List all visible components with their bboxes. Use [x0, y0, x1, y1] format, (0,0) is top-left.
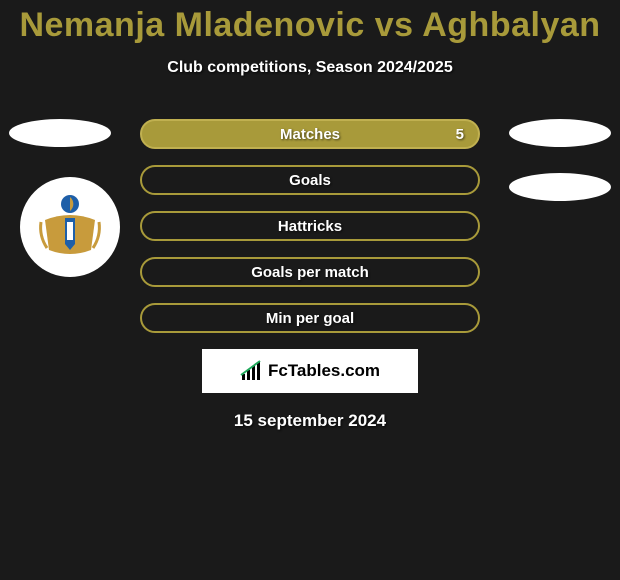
stat-value: 5	[456, 126, 464, 143]
stat-row-hattricks: Hattricks	[140, 211, 480, 241]
stat-label: Min per goal	[266, 310, 354, 327]
bar-chart-icon	[240, 360, 262, 382]
placeholder-ellipse-left-top	[9, 119, 111, 147]
comparison-title: Nemanja Mladenovic vs Aghbalyan	[0, 0, 620, 45]
subtitle: Club competitions, Season 2024/2025	[0, 59, 620, 77]
stats-list: Matches 5 Goals Hattricks Goals per matc…	[140, 119, 480, 333]
source-logo-text: FcTables.com	[268, 361, 380, 381]
stat-row-min-per-goal: Min per goal	[140, 303, 480, 333]
source-logo: FcTables.com	[240, 360, 380, 382]
source-logo-box: FcTables.com	[202, 349, 418, 393]
date-label: 15 september 2024	[0, 411, 620, 431]
placeholder-ellipse-right-top	[509, 119, 611, 147]
title-text: Nemanja Mladenovic vs Aghbalyan	[19, 6, 600, 44]
club-emblem	[20, 177, 120, 277]
content-area: Matches 5 Goals Hattricks Goals per matc…	[0, 119, 620, 431]
emblem-graphic	[35, 192, 105, 262]
stat-row-matches: Matches 5	[140, 119, 480, 149]
stat-row-goals: Goals	[140, 165, 480, 195]
stat-label: Goals	[289, 172, 331, 189]
stat-label: Hattricks	[278, 218, 342, 235]
stat-row-goals-per-match: Goals per match	[140, 257, 480, 287]
stat-label: Goals per match	[251, 264, 369, 281]
stat-label: Matches	[280, 126, 340, 143]
placeholder-ellipse-right-mid	[509, 173, 611, 201]
